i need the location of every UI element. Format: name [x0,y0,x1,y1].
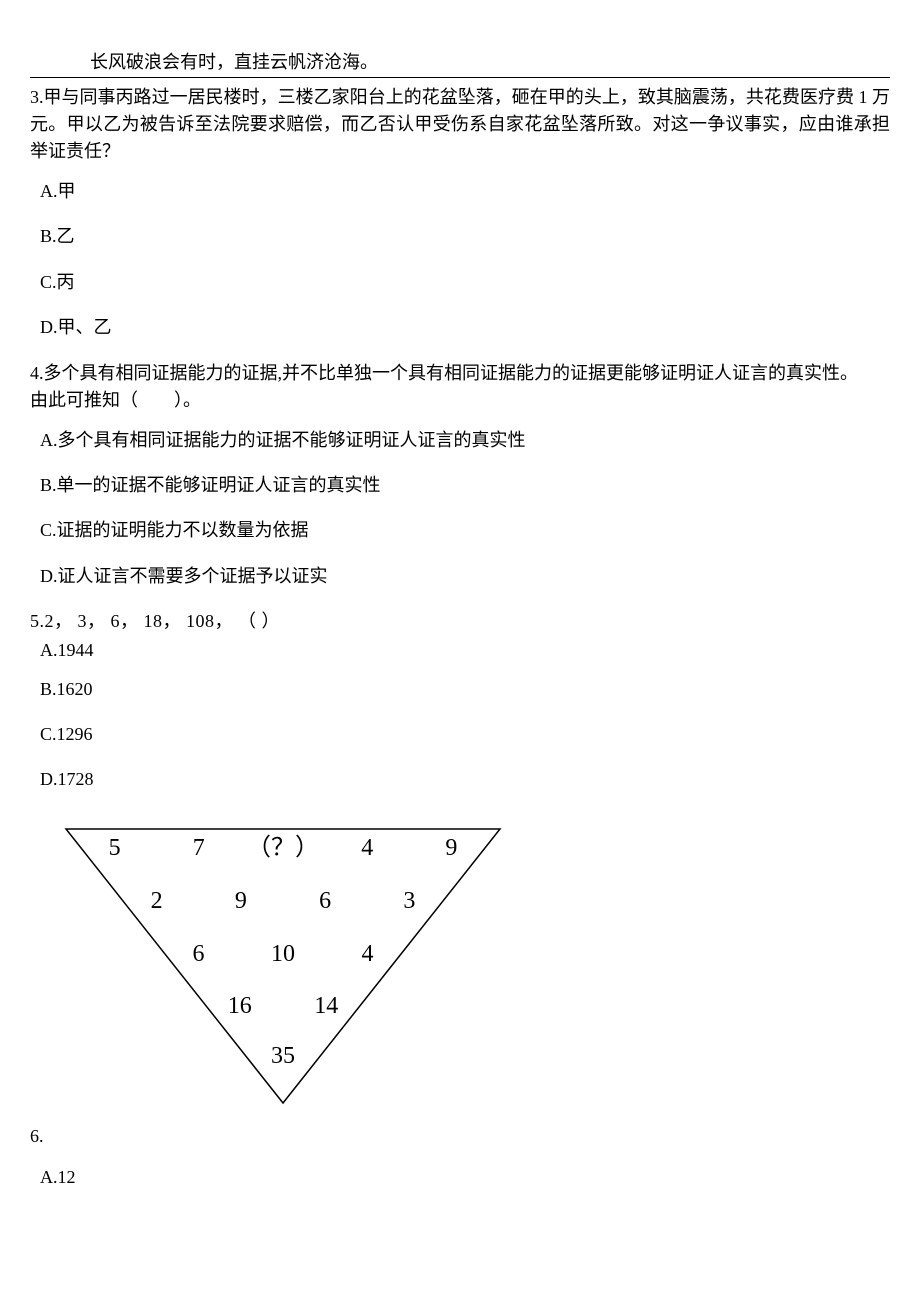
header-underline [30,77,890,78]
q4-option-a: A.多个具有相同证据能力的证据不能够证明证人证言的真实性 [40,428,890,453]
q4-text2: 由此可推知（ ）。 [30,387,890,414]
q6-triangle-figure: 5 7 （？） 4 9 2 9 6 3 6 10 4 16 14 35 [48,813,890,1120]
header-quote: 长风破浪会有时，直挂云帆济沧海。 [90,50,890,75]
question-4: 4.多个具有相同证据能力的证据,并不比单独一个具有相同证据能力的证据更能够证明证… [30,360,890,589]
svg-text:2: 2 [151,888,163,914]
svg-text:35: 35 [271,1043,295,1069]
svg-text:7: 7 [193,835,205,861]
svg-text:4: 4 [361,941,373,967]
svg-text:9: 9 [235,888,247,914]
svg-text:3: 3 [403,888,415,914]
q4-options: A.多个具有相同证据能力的证据不能够证明证人证言的真实性 B.单一的证据不能够证… [30,428,890,589]
q5-text: 5.2， 3， 6， 18， 108， （ ） [30,609,890,634]
q3-option-b: B.乙 [40,224,890,249]
q3-text: 3.甲与同事丙路过一居民楼时，三楼乙家阳台上的花盆坠落，砸在甲的头上，致其脑震荡… [30,84,890,165]
svg-text:6: 6 [319,888,331,914]
question-3: 3.甲与同事丙路过一居民楼时，三楼乙家阳台上的花盆坠落，砸在甲的头上，致其脑震荡… [30,84,890,340]
svg-text:16: 16 [228,993,252,1019]
svg-text:10: 10 [271,941,295,967]
q3-options: A.甲 B.乙 C.丙 D.甲、乙 [30,179,890,340]
q4-option-b: B.单一的证据不能够证明证人证言的真实性 [40,473,890,498]
svg-text:9: 9 [445,835,457,861]
q3-option-c: C.丙 [40,270,890,295]
q3-option-a: A.甲 [40,179,890,204]
svg-text:5: 5 [109,835,121,861]
q5-option-c: C.1296 [40,722,890,747]
q4-option-c: C.证据的证明能力不以数量为依据 [40,518,890,543]
svg-text:4: 4 [361,835,373,861]
svg-text:（？）: （？） [247,835,319,861]
svg-text:6: 6 [193,941,205,967]
q4-text1: 4.多个具有相同证据能力的证据,并不比单独一个具有相同证据能力的证据更能够证明证… [30,360,890,387]
q5-options-rest: B.1620 C.1296 D.1728 [30,677,890,793]
question-5: 5.2， 3， 6， 18， 108， （ ） A.1944 B.1620 C.… [30,609,890,793]
q5-option-b: B.1620 [40,677,890,702]
q3-option-d: D.甲、乙 [40,315,890,340]
q4-option-d: D.证人证言不需要多个证据予以证实 [40,564,890,589]
svg-text:14: 14 [314,993,338,1019]
triangle-svg: 5 7 （？） 4 9 2 9 6 3 6 10 4 16 14 35 [48,813,518,1113]
q5-option-a: A.1944 [40,638,890,663]
q6-option-a: A.12 [40,1165,890,1190]
q6-label: 6. [30,1124,890,1149]
q5-option-d: D.1728 [40,767,890,792]
